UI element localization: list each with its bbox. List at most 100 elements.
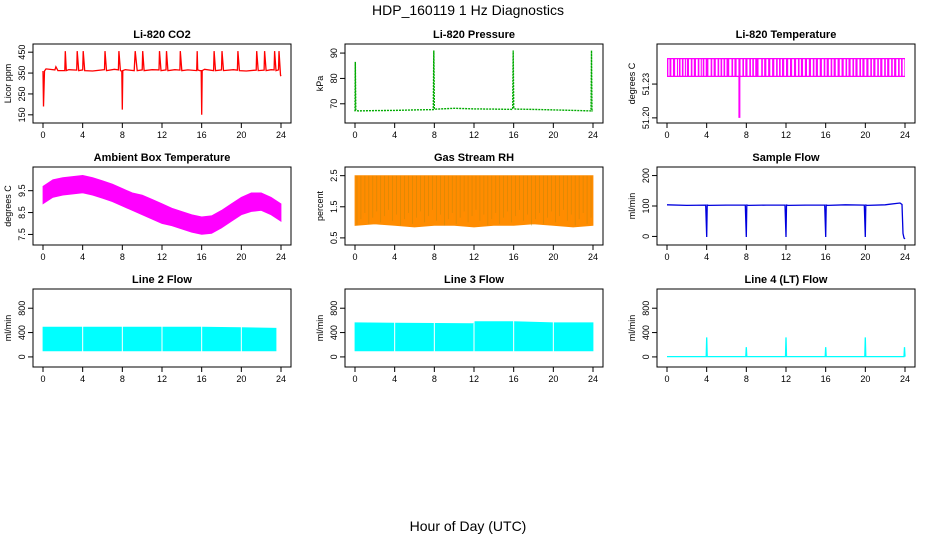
panel-title: Ambient Box Temperature [94,152,231,164]
panel-3: Li-820 Temperature degrees C 0 4 8 12 16 20 24 51… [627,29,916,140]
y-tick-label: 70 [329,99,339,109]
temp-switch-band [749,58,751,77]
temp-switch-band [866,58,869,77]
panel-ylabel: ml/min [627,193,637,220]
x-tick-label: 24 [276,374,286,384]
y-tick-label: 800 [17,301,27,316]
panel-data [42,51,282,115]
x-tick-label: 20 [548,130,558,140]
panel-data [354,50,594,112]
x-tick-label: 12 [781,374,791,384]
series-band-1 [42,326,277,352]
panel-data [667,337,906,358]
x-tick-label: 0 [664,130,669,140]
figure-title: HDP_160119 1 Hz Diagnostics [372,2,564,18]
temp-switch-band [870,58,872,77]
temp-switch-band [848,58,851,77]
x-tick-label: 16 [197,252,207,262]
temp-switch-band [845,58,848,77]
temp-switch-band [862,58,865,77]
x-tick-label: 20 [860,252,870,262]
temp-switch-band [833,58,836,77]
temp-switch-band [891,58,893,77]
temp-switch-band [904,58,905,77]
panel-title: Li-820 Temperature [736,29,837,41]
temp-switch-band [800,58,804,77]
x-tick-label: 0 [664,374,669,384]
temp-switch-band [776,58,778,77]
temp-switch-band [726,58,730,77]
temp-switch-band [745,58,748,77]
temp-switch-band [693,58,696,77]
temp-switch-band [720,58,723,77]
temp-switch-band [684,58,686,77]
y-tick-label: 350 [17,66,27,81]
temp-switch-band [823,58,826,77]
temp-switch-band [779,58,781,77]
y-tick-label: 400 [329,325,339,340]
x-tick-label: 8 [432,374,437,384]
panel-title: Li-820 Pressure [433,29,515,41]
x-tick-label: 12 [157,252,167,262]
panel-ylabel: percent [315,190,325,221]
x-tick-label: 24 [900,252,910,262]
panel-data [42,293,277,363]
x-tick-label: 24 [900,130,910,140]
y-tick-label: 0 [329,354,339,359]
panel-ylabel: degrees C [3,185,13,227]
x-tick-label: 8 [432,130,437,140]
x-tick-label: 24 [588,374,598,384]
temp-switch-band [804,58,808,77]
y-tick-label: 450 [17,45,27,60]
temp-switch-band [697,58,700,77]
x-tick-label: 16 [821,130,831,140]
x-tick-label: 24 [276,252,286,262]
temp-switch-band [734,58,737,77]
temp-switch-band [672,58,676,77]
x-tick-label: 24 [588,252,598,262]
x-tick-label: 24 [900,374,910,384]
temp-switch-band [855,58,858,77]
temp-switch-band [764,58,767,77]
temp-switch-band [772,58,775,77]
y-tick-label: 90 [329,48,339,58]
temp-switch-band [713,58,716,77]
temp-switch-band [887,58,890,77]
temp-switch-band [702,58,705,77]
temp-switch-band [742,58,745,77]
panel-data [354,175,594,228]
x-tick-label: 4 [392,374,397,384]
panel-ylabel: ml/min [3,315,13,342]
x-tick-label: 0 [352,374,357,384]
y-tick-label: 2.5 [329,169,339,182]
temp-switch-band [837,58,840,77]
y-tick-label: 800 [329,301,339,316]
y-tick-label: 0 [17,354,27,359]
x-tick-label: 12 [469,374,479,384]
x-tick-label: 20 [236,130,246,140]
temp-switch-band [782,58,785,77]
y-tick-label: 7.5 [17,228,27,241]
x-tick-label: 20 [548,374,558,384]
temp-switch-band [700,58,702,77]
temp-switch-band [852,58,855,77]
x-tick-label: 16 [197,130,207,140]
panel-5: Gas Stream RH percent 0 4 8 12 16 20 24 0.5 1.5 2.5 [315,152,604,262]
temp-switch-band [797,58,800,77]
x-tick-label: 20 [860,374,870,384]
x-tick-label: 0 [664,252,669,262]
x-tick-label: 20 [236,374,246,384]
x-tick-label: 12 [157,130,167,140]
series-band-1 [42,174,282,235]
x-tick-label: 24 [276,130,286,140]
temp-switch-band [752,58,754,77]
x-tick-label: 4 [80,374,85,384]
x-tick-label: 0 [40,130,45,140]
x-tick-label: 4 [80,130,85,140]
x-tick-label: 8 [120,252,125,262]
panel-8: Line 3 Flow ml/min 0 4 8 12 16 20 24 0 400 800 [315,274,604,384]
temp-switch-band [812,58,815,77]
x-tick-label: 8 [120,374,125,384]
temp-switch-band [705,58,709,77]
